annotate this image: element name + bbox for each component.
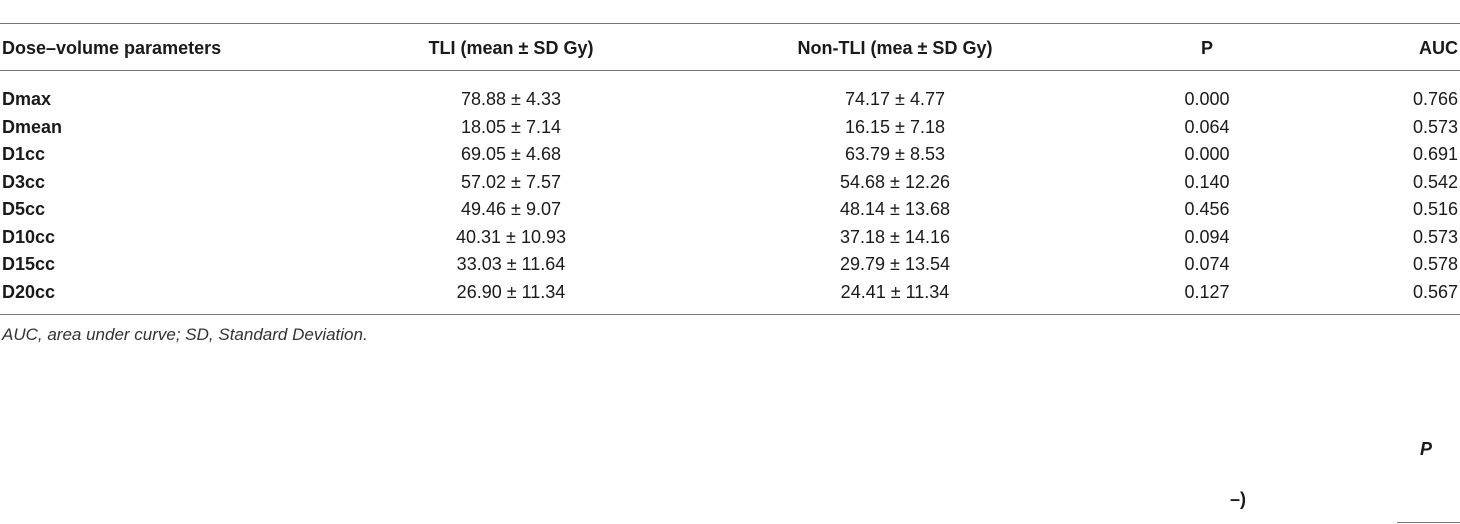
- table-cell: 0.094: [1184, 226, 1230, 247]
- table-cell: 63.79 ± 8.53: [845, 144, 945, 164]
- table-cell: 0.000: [1184, 144, 1230, 164]
- table-cell: 74.17 ± 4.77: [845, 89, 945, 109]
- table-cell: Dmean: [2, 116, 63, 137]
- table-cell: 0.000: [1184, 89, 1230, 109]
- table-cell: 37.18 ± 14.16: [840, 226, 950, 247]
- table-cell: 0.573: [1412, 116, 1458, 137]
- table-cell: 0.064: [1184, 116, 1230, 137]
- table-cell: 24.41 ± 11.34: [840, 281, 950, 302]
- table-cell: 18.05 ± 7.14: [461, 116, 561, 137]
- table-cell: D20cc: [2, 281, 56, 302]
- bottom-rule: [0, 314, 1460, 315]
- table-cell: 49.46 ± 9.07: [461, 199, 561, 219]
- header-cell: Dose–volume parameters: [2, 38, 222, 58]
- header-cell: P: [1200, 38, 1214, 58]
- fragment-text: P: [1420, 439, 1433, 459]
- table-cell: 0.127: [1184, 281, 1230, 302]
- table-cell: 0.573: [1412, 226, 1458, 247]
- table-cell: 0.140: [1184, 171, 1230, 192]
- table-cell: 54.68 ± 12.26: [840, 171, 950, 192]
- table-cell: 26.90 ± 11.34: [456, 281, 566, 302]
- table-cell: 0.542: [1412, 171, 1458, 192]
- table-cell: 29.79 ± 13.54: [840, 254, 950, 274]
- table-cell: D5cc: [2, 199, 46, 219]
- table-cell: 0.074: [1184, 254, 1230, 274]
- table-cell: 0.691: [1412, 144, 1458, 164]
- top-rule: [0, 23, 1460, 24]
- header-rule: [0, 70, 1460, 71]
- table-cell: D10cc: [2, 226, 56, 247]
- table-cell: Dmax: [2, 89, 52, 109]
- fragment-text: –): [1230, 489, 1247, 509]
- table-cell: 0.516: [1412, 199, 1458, 219]
- header-cell: TLI (mean ± SD Gy): [428, 38, 594, 58]
- table-cell: 40.31 ± 10.93: [456, 226, 566, 247]
- table-cell: D1cc: [2, 144, 46, 164]
- table-cell: 78.88 ± 4.33: [461, 89, 561, 109]
- table-cell: 57.02 ± 7.57: [461, 171, 561, 192]
- table-cell: 0.567: [1412, 281, 1458, 302]
- table-cell: 16.15 ± 7.18: [845, 116, 945, 137]
- table-cell: D15cc: [2, 254, 56, 274]
- table-cell: 48.14 ± 13.68: [840, 199, 950, 219]
- table-cell: 33.03 ± 11.64: [456, 254, 566, 274]
- table-cell: D3cc: [2, 171, 46, 192]
- footnote: AUC, area under curve; SD, Standard Devi…: [2, 325, 368, 344]
- header-cell: Non-TLI (mea ± SD Gy): [797, 38, 993, 58]
- fragment-rule: [1397, 522, 1460, 523]
- table-cell: 0.578: [1412, 254, 1458, 274]
- table-cell: 0.456: [1184, 199, 1230, 219]
- table-cell: 0.766: [1412, 89, 1458, 109]
- table-cell: 69.05 ± 4.68: [461, 144, 561, 164]
- header-cell: AUC: [1419, 38, 1458, 58]
